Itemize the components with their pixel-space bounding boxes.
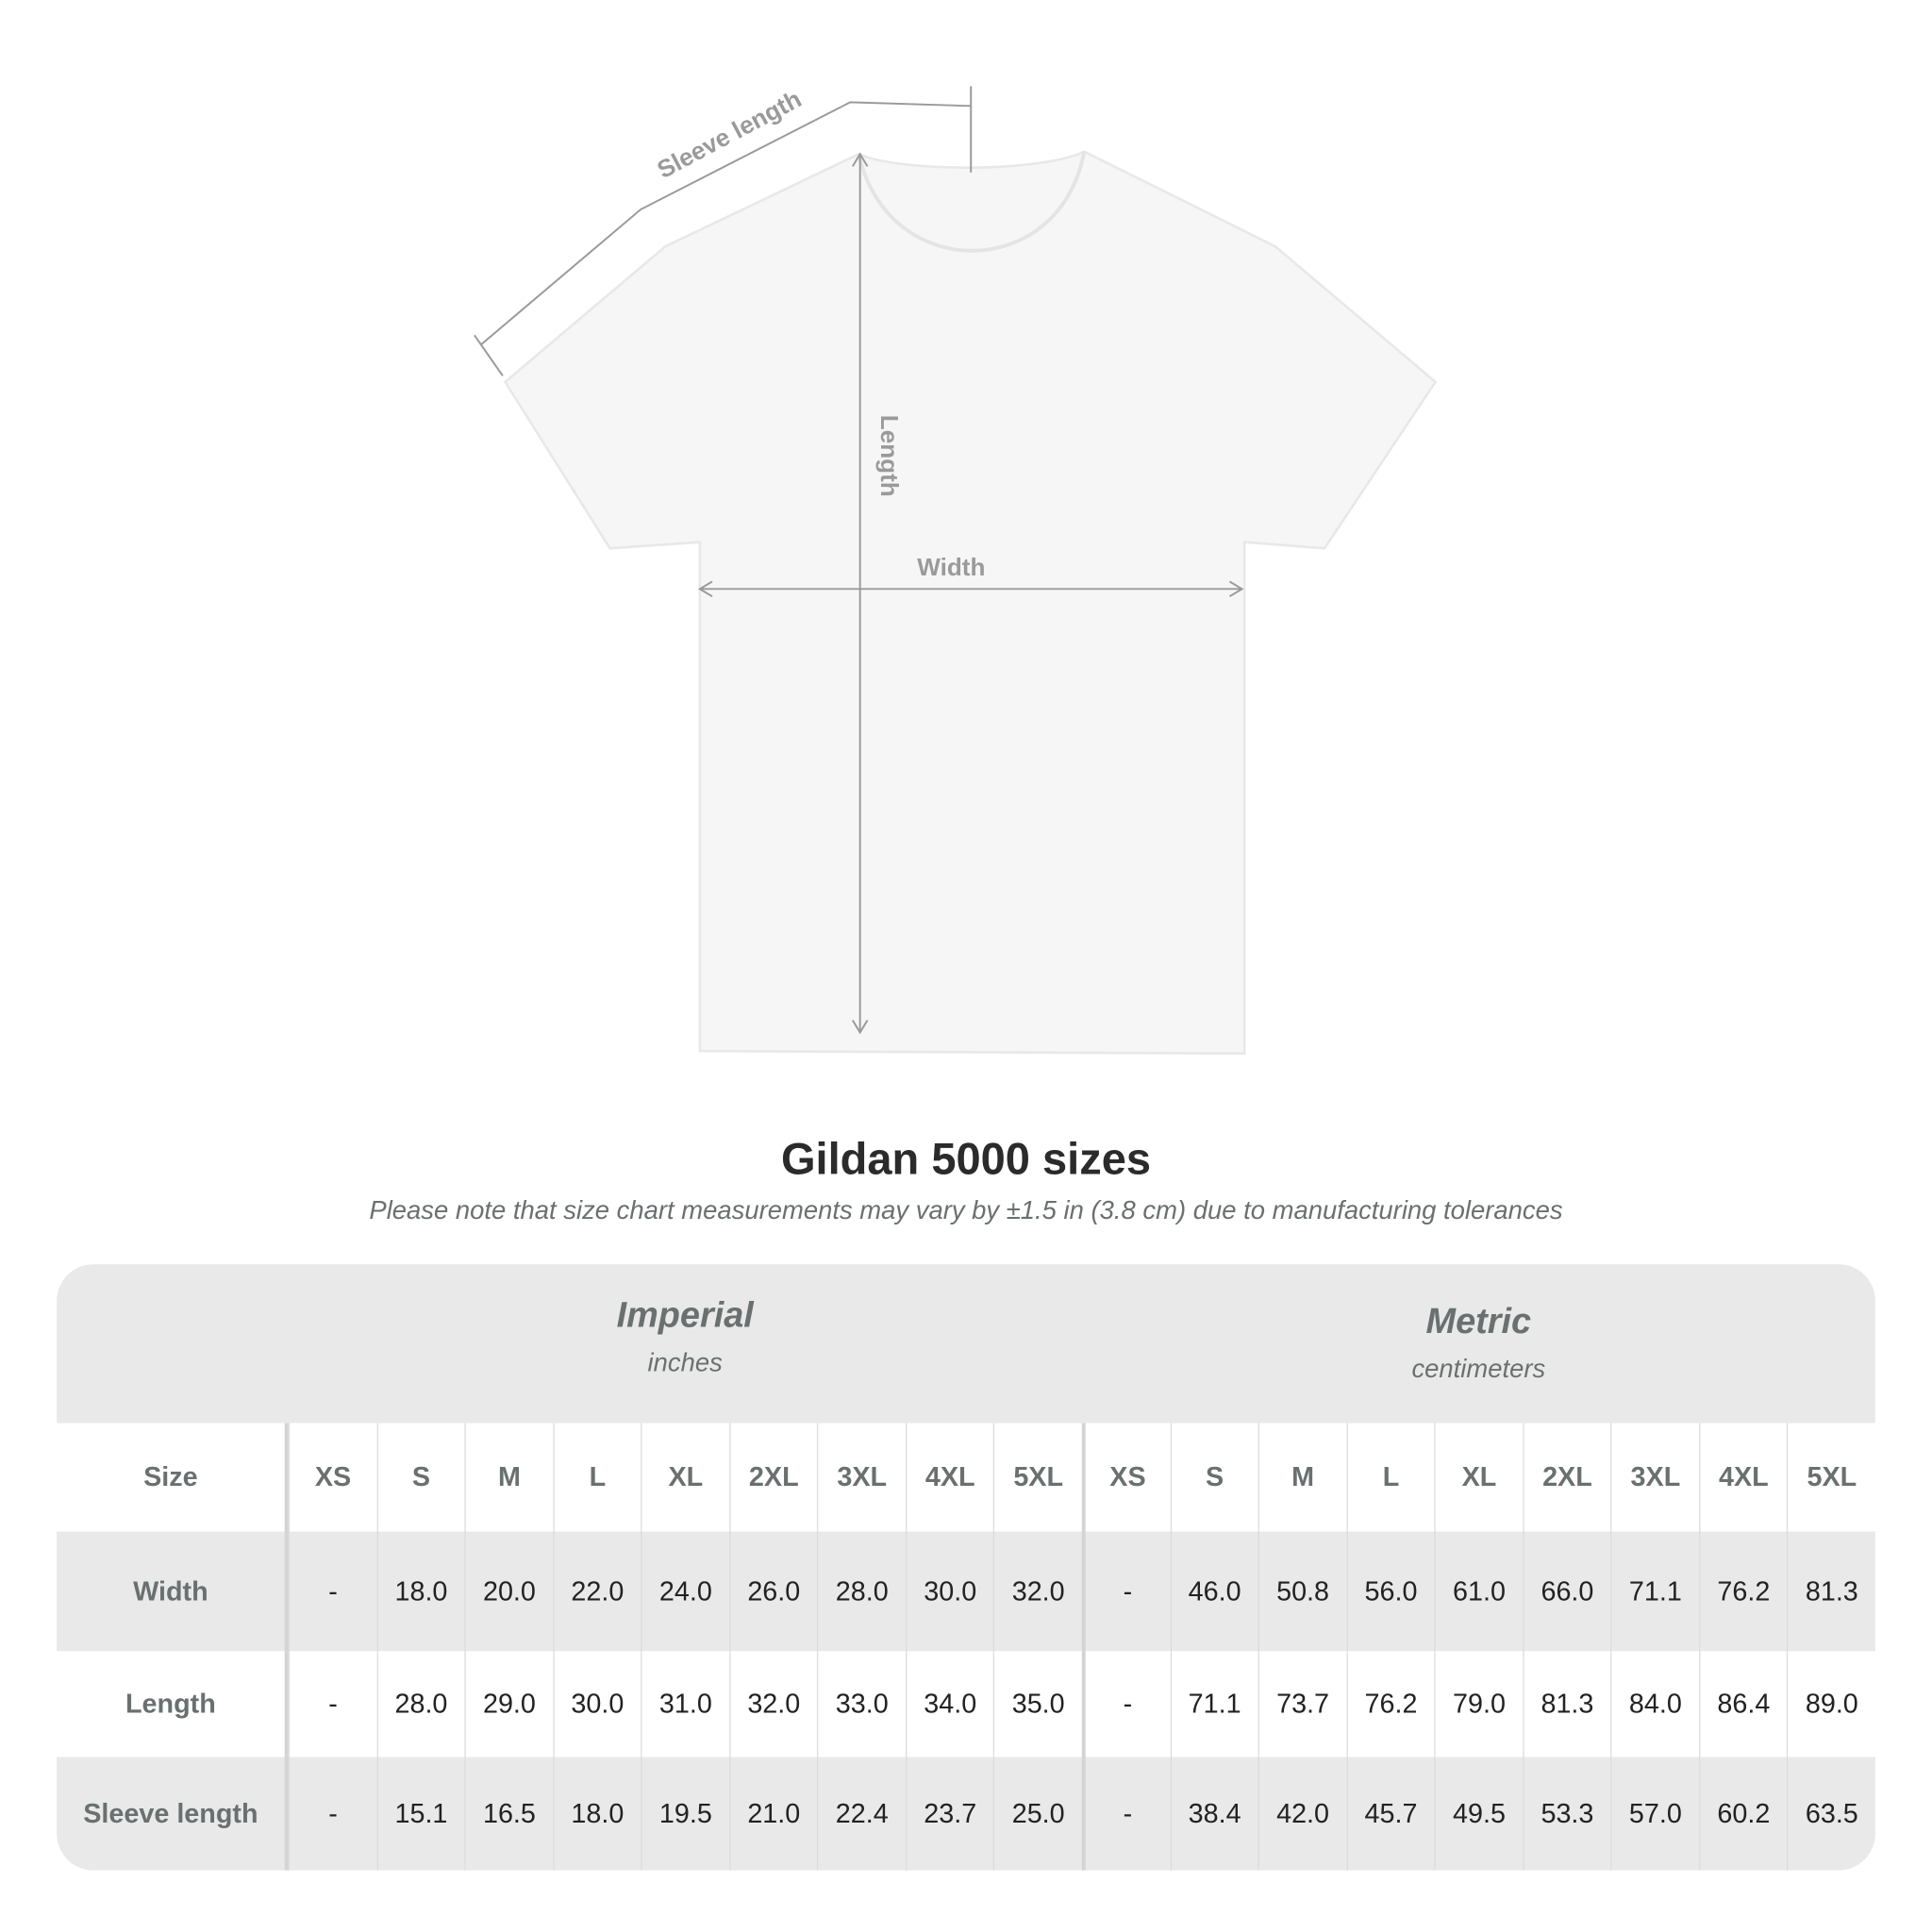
table-cell: 81.3 xyxy=(1523,1651,1610,1757)
table-cell: 32.0 xyxy=(993,1531,1081,1652)
table-cell: 53.3 xyxy=(1523,1757,1610,1871)
size-header-cell: XL xyxy=(1434,1423,1523,1532)
size-header-cell: L xyxy=(552,1423,641,1532)
table-cell: 21.0 xyxy=(728,1757,817,1871)
table-cell: 25.0 xyxy=(993,1757,1081,1871)
table-cell: 49.5 xyxy=(1434,1757,1523,1871)
table-cell: 42.0 xyxy=(1257,1757,1346,1871)
sleeve-arrow xyxy=(479,101,972,346)
size-header-cell: XS xyxy=(1081,1423,1170,1532)
table-cell: 66.0 xyxy=(1523,1531,1610,1652)
table-cell: 60.2 xyxy=(1698,1757,1787,1871)
row-label: Size xyxy=(57,1423,289,1532)
table-cell: 32.0 xyxy=(728,1651,817,1757)
size-header-cell: S xyxy=(376,1423,464,1532)
table-header: Imperial inches Metric centimeters xyxy=(57,1264,1875,1424)
size-header-cell: L xyxy=(1346,1423,1434,1532)
collar xyxy=(857,151,1087,253)
width-label: Width xyxy=(917,553,985,581)
imperial-group: Imperial inches xyxy=(289,1296,1082,1379)
table-cell: 18.0 xyxy=(552,1757,641,1871)
table-cell: - xyxy=(288,1531,376,1652)
row-label: Length xyxy=(57,1651,289,1757)
table-cell: 33.0 xyxy=(817,1651,905,1757)
tolerance-note: Please note that size chart measurements… xyxy=(369,1196,1563,1225)
table-cell: 76.2 xyxy=(1698,1531,1787,1652)
table-cell: 57.0 xyxy=(1610,1757,1699,1871)
table-cell: 45.7 xyxy=(1346,1757,1434,1871)
table-cell: 35.0 xyxy=(993,1651,1081,1757)
measure-lines xyxy=(474,86,1244,1035)
size-header-cell: 4XL xyxy=(1698,1423,1787,1532)
table-cell: 23.7 xyxy=(905,1757,993,1871)
table-cell: 73.7 xyxy=(1257,1651,1346,1757)
table-cell: 30.0 xyxy=(552,1651,641,1757)
table-cell: 29.0 xyxy=(464,1651,553,1757)
table-cell: 24.0 xyxy=(641,1531,728,1652)
table-cell: 31.0 xyxy=(641,1651,728,1757)
table-cell: 28.0 xyxy=(817,1531,905,1652)
metric-unit: centimeters xyxy=(1411,1355,1546,1384)
table-cell: 18.0 xyxy=(376,1531,464,1652)
size-header-cell: XL xyxy=(641,1423,728,1532)
size-header-cell: M xyxy=(1257,1423,1346,1532)
tshirt-diagram: Sleeve length Length Width xyxy=(474,85,1438,1056)
size-header-cell: 2XL xyxy=(728,1423,817,1532)
table-cell: 84.0 xyxy=(1610,1651,1699,1757)
size-header-cell: 3XL xyxy=(1610,1423,1699,1532)
length-label: Length xyxy=(875,415,904,497)
table-cell: 79.0 xyxy=(1434,1651,1523,1757)
size-header-cell: 2XL xyxy=(1523,1423,1610,1532)
table-cell: 22.4 xyxy=(817,1757,905,1871)
table-cell: 34.0 xyxy=(905,1651,993,1757)
size-header-cell: 5XL xyxy=(1787,1423,1874,1532)
size-header-cell: 4XL xyxy=(905,1423,993,1532)
table-cell: 56.0 xyxy=(1346,1531,1434,1652)
size-header-row: Size XS S M L XL 2XL 3XL 4XL 5XL XS S M L XL 2XL 3XL 4XL 5… xyxy=(57,1423,1875,1532)
size-header-cell: S xyxy=(1170,1423,1257,1532)
table-cell: 26.0 xyxy=(728,1531,817,1652)
table-cell: 86.4 xyxy=(1698,1651,1787,1757)
table-cell: - xyxy=(288,1651,376,1757)
size-header-cell: XS xyxy=(288,1423,376,1532)
metric-title: Metric xyxy=(1425,1302,1532,1342)
imperial-unit: inches xyxy=(647,1349,723,1378)
table-cell: - xyxy=(1081,1757,1170,1871)
table-cell: 46.0 xyxy=(1170,1531,1257,1652)
table-cell: 15.1 xyxy=(376,1757,464,1871)
size-header-cell: 5XL xyxy=(993,1423,1081,1532)
size-header-cell: M xyxy=(464,1423,553,1532)
table-cell: 50.8 xyxy=(1257,1531,1346,1652)
table-row: Sleeve length -15.1 16.5 18.0 19.5 21.0 22.4 23… xyxy=(57,1757,1875,1871)
table-cell: 22.0 xyxy=(552,1531,641,1652)
table-cell: 89.0 xyxy=(1787,1651,1874,1757)
table-cell: 63.5 xyxy=(1787,1757,1874,1871)
table-cell: - xyxy=(1081,1531,1170,1652)
table-row: Length -28.0 29.0 30.0 31.0 32.0 33.0 34.0 35.0-… xyxy=(57,1651,1875,1757)
metric-group: Metric centimeters xyxy=(1082,1303,1875,1386)
table-cell: 81.3 xyxy=(1787,1531,1874,1652)
table-cell: 71.1 xyxy=(1610,1531,1699,1652)
table-cell: 19.5 xyxy=(641,1757,728,1871)
chart-title: Gildan 5000 sizes xyxy=(780,1133,1152,1185)
table-row: Width -18.0 20.0 22.0 24.0 26.0 28.0 30.0 32.0-4… xyxy=(57,1531,1875,1652)
table-cell: 71.1 xyxy=(1170,1651,1257,1757)
table-cell: 38.4 xyxy=(1170,1757,1257,1871)
table-cell: 61.0 xyxy=(1434,1531,1523,1652)
tshirt-shape xyxy=(503,150,1438,1056)
imperial-title: Imperial xyxy=(616,1296,754,1336)
row-label: Sleeve length xyxy=(57,1757,289,1871)
table-cell: - xyxy=(288,1757,376,1871)
table-cell: 28.0 xyxy=(376,1651,464,1757)
size-table: Imperial inches Metric centimeters Size X… xyxy=(57,1264,1875,1871)
size-header-cell: 3XL xyxy=(817,1423,905,1532)
table-cell: 16.5 xyxy=(464,1757,553,1871)
table-cell: 30.0 xyxy=(905,1531,993,1652)
table-cell: - xyxy=(1081,1651,1170,1757)
row-label: Width xyxy=(57,1531,289,1652)
table-cell: 20.0 xyxy=(464,1531,553,1652)
table-cell: 76.2 xyxy=(1346,1651,1434,1757)
sleeve-length-label: Sleeve length xyxy=(653,85,807,185)
